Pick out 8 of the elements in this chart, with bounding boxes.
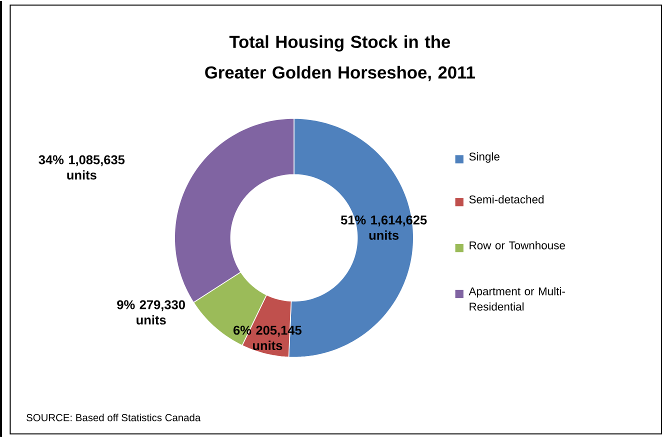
legend-label: Semi-detached (469, 195, 544, 204)
data-label: 34% 1,085,635 units (38, 155, 125, 180)
source-note: SOURCE: Based off Statistics Canada (26, 414, 201, 422)
legend-label: Row or Townhouse (470, 241, 565, 250)
legend-label: Single (469, 152, 500, 163)
data-label: 9% 279,330 units (117, 300, 185, 325)
chart-title: Total Housing Stock in the Greater Golden Horseshoe, 2011 (205, 35, 475, 82)
legend-label: Apartment or Multi-Residential (468, 287, 565, 311)
